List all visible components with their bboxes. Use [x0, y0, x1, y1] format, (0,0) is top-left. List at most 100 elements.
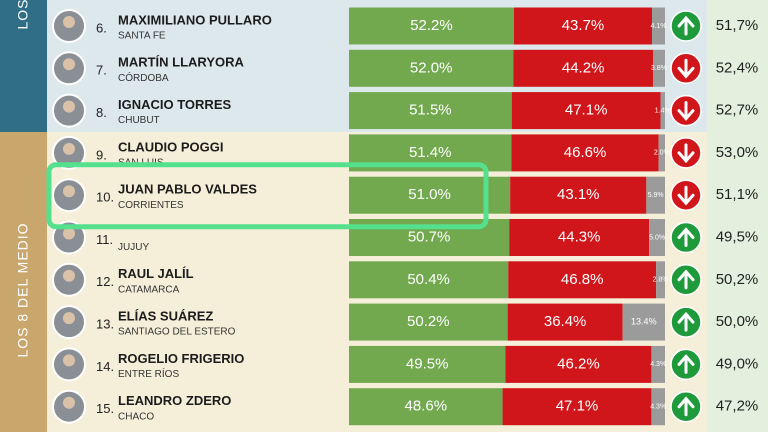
unsure-label: 1.4% [655, 107, 671, 114]
disapprove-bar [508, 261, 657, 299]
approve-label: 50.2% [407, 313, 450, 330]
governor-name: MARTÍN LLARYORA [118, 55, 245, 70]
governor-name: JUAN PABLO VALDES [118, 182, 257, 197]
province: CORRIENTES [118, 200, 184, 211]
disapprove-label: 44.3% [558, 228, 601, 245]
disapprove-label: 44.2% [562, 59, 605, 76]
trend-arrow [677, 101, 695, 121]
previous-value: 52,7% [716, 102, 759, 119]
province: CHACO [118, 411, 154, 422]
unsure-bar [658, 134, 665, 172]
governor-name: IGNACIO TORRES [118, 97, 231, 112]
disapprove-label: 46.8% [561, 271, 604, 288]
rank: 14. [96, 359, 114, 374]
province: CHUBUT [118, 115, 160, 126]
unsure-label: 4.1% [651, 23, 667, 30]
disapprove-label: 47.1% [565, 102, 608, 119]
approve-bar [349, 261, 509, 299]
rank: 8. [96, 105, 107, 120]
approve-label: 52.2% [410, 17, 453, 34]
unsure-label: 13.4% [631, 316, 657, 326]
previous-value: 52,4% [716, 59, 759, 76]
governor-name: MAXIMILIANO PULLARO [118, 12, 272, 27]
governor-name: ELÍAS SUÁREZ [118, 309, 213, 324]
trend-arrow [677, 354, 695, 374]
approve-bar [349, 345, 506, 383]
disapprove-bar [511, 92, 661, 130]
rank: 7. [96, 63, 107, 78]
previous-value: 50,0% [716, 313, 759, 330]
photo-head [63, 100, 75, 113]
unsure-bar [656, 261, 665, 299]
disapprove-label: 43.1% [557, 186, 600, 203]
photo-head [63, 396, 75, 409]
province: CATAMARCA [118, 284, 180, 295]
disapprove-label: 47.1% [556, 398, 599, 415]
trend-arrow [677, 185, 695, 206]
governor-name: CLAUDIO POGGI [118, 139, 223, 154]
disapprove-label: 36.4% [544, 313, 587, 330]
approve-label: 50.7% [408, 228, 451, 245]
unsure-label: 5.9% [648, 192, 664, 199]
governor-name: RAUL JALÍL [118, 266, 194, 281]
trend-arrow [677, 58, 695, 79]
disapprove-bar [513, 49, 653, 87]
approve-label: 48.6% [405, 398, 448, 415]
rank: 12. [96, 274, 114, 289]
photo-head [63, 185, 75, 198]
approve-bar [349, 49, 514, 87]
previous-value: 47,2% [716, 398, 759, 415]
disapprove-label: 46.2% [557, 355, 600, 372]
previous-value: 49,5% [716, 228, 759, 245]
photo-head [63, 312, 75, 325]
disapprove-bar [502, 388, 652, 426]
disapprove-bar [507, 303, 623, 341]
unsure-bar [651, 388, 665, 426]
rank: 10. [96, 190, 114, 205]
disapprove-bar [511, 134, 659, 172]
unsure-bar [660, 92, 665, 130]
disapprove-bar [513, 7, 653, 45]
highlight-box [46, 162, 489, 230]
trend-arrow [677, 143, 695, 164]
approve-label: 51.4% [409, 144, 452, 161]
unsure-label: 2.0% [654, 150, 670, 157]
middle-group-strip [0, 132, 47, 432]
rank: 15. [96, 401, 114, 416]
previous-value: 51,1% [716, 186, 759, 203]
photo-head [63, 16, 75, 28]
photo-head [63, 58, 75, 71]
approve-label: 52.0% [410, 59, 453, 76]
unsure-bar [649, 219, 665, 256]
disapprove-bar [505, 345, 652, 383]
previous-value: 51,7% [716, 17, 759, 34]
province: ENTRE RÍOS [118, 367, 179, 380]
approve-bar [349, 92, 512, 130]
photo-head [63, 142, 75, 155]
trend-arrow [677, 269, 695, 290]
previous-value: 50,2% [716, 271, 759, 288]
trend-arrow [677, 227, 695, 247]
approve-label: 51.0% [408, 186, 451, 203]
unsure-label: 2.8% [653, 277, 669, 284]
province: SANTA FE [118, 31, 166, 42]
rank: 6. [96, 20, 107, 35]
top-group-strip [0, 0, 47, 132]
disapprove-label: 46.6% [564, 144, 607, 161]
approve-bar [349, 176, 511, 214]
disapprove-label: 43.7% [562, 17, 605, 34]
governor-name: LEANDRO ZDERO [118, 393, 231, 408]
photo-head [63, 354, 75, 367]
previous-value: 49,0% [716, 355, 759, 372]
governor-name: ROGELIO FRIGERIO [118, 351, 244, 366]
unsure-bar [652, 7, 665, 45]
rank: 9. [96, 147, 107, 162]
unsure-bar [646, 176, 665, 214]
province: SANTIAGO DEL ESTERO [118, 327, 236, 338]
unsure-label: 3.8% [651, 65, 667, 72]
group-label: LOS 8 DEL MEDIO [15, 222, 31, 357]
trend-arrow [677, 15, 695, 36]
photo-head [63, 227, 75, 240]
disapprove-bar [509, 219, 650, 256]
